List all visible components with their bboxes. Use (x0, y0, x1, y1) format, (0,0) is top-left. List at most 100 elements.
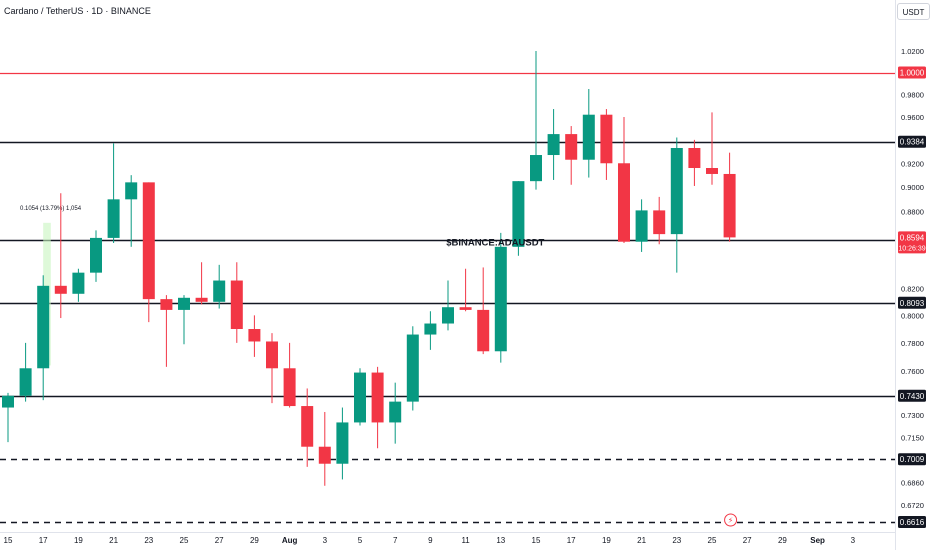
time-tick-label: 27 (743, 536, 752, 545)
candle-body (706, 168, 718, 174)
time-tick-label: 25 (708, 536, 717, 545)
price-tick-label: 0.9800 (901, 91, 924, 100)
level-price-label: 0.6616 (900, 518, 925, 527)
event-marker-symbol: ⚡ (728, 516, 734, 525)
candle-body (142, 182, 155, 300)
time-tick-label: 5 (358, 536, 363, 545)
candle-body (565, 134, 578, 160)
symbol-annotation: $BINANCE:ADAUSDT (446, 238, 544, 249)
candle-body (582, 114, 595, 160)
price-tick-label: 0.8000 (901, 311, 924, 320)
candle-body (72, 272, 85, 294)
candle-body (266, 341, 278, 369)
level-price-tag (898, 296, 926, 309)
countdown-label: 10:26:39 (898, 245, 925, 252)
price-tick-label: 0.7800 (901, 339, 924, 348)
candle-body (336, 422, 349, 464)
candle-body (195, 297, 208, 302)
level-price-label: 0.9384 (900, 138, 925, 147)
candle-body (600, 114, 613, 164)
time-tick-label: Sep (810, 536, 825, 545)
level-price-tag (898, 389, 926, 402)
time-tick-label: Aug (282, 536, 298, 545)
candle-body (670, 147, 683, 235)
candle-body (494, 246, 507, 352)
candle-body (213, 280, 226, 302)
price-tick-label: 0.7600 (901, 367, 924, 376)
time-tick-label: 29 (778, 536, 787, 545)
candle-body (301, 406, 314, 447)
price-tick-label: 0.9000 (901, 183, 924, 192)
level-price-label: 0.7430 (900, 392, 925, 401)
time-tick-label: 13 (496, 536, 505, 545)
time-tick-label: 11 (461, 536, 470, 545)
price-tick-label: 0.6720 (901, 501, 924, 510)
level-price-label: 0.8093 (900, 299, 925, 308)
candle-body (54, 285, 67, 294)
level-price-label: 1.0000 (900, 69, 925, 78)
candle-body (371, 372, 384, 423)
candle-body (230, 280, 243, 330)
candle-body (19, 368, 32, 396)
time-tick-label: 17 (567, 536, 576, 545)
level-price-label: 0.7009 (900, 455, 925, 464)
time-tick-label: 19 (602, 536, 611, 545)
candle-body (178, 297, 190, 310)
time-tick-label: 21 (109, 536, 118, 545)
price-tick-label: 0.9600 (901, 113, 924, 122)
candle-body (459, 307, 472, 310)
level-price-tag (898, 453, 926, 466)
candle-body (354, 372, 366, 423)
time-tick-label: 7 (393, 536, 398, 545)
candle-body (37, 285, 50, 369)
candle-body (635, 210, 648, 242)
candle-body (547, 134, 560, 156)
candle-body (248, 329, 261, 342)
candle-body (125, 182, 138, 200)
time-tick-label: 21 (637, 536, 646, 545)
candle-body (530, 155, 542, 182)
current-price-tag (898, 231, 926, 254)
level-price-tag (898, 135, 926, 148)
time-tick-label: 15 (532, 536, 541, 545)
time-tick-label: 25 (180, 536, 189, 545)
candle-body (424, 323, 437, 335)
measure-label: 0.1054 (13.79%) 1,054 (20, 206, 82, 212)
time-tick-label: 3 (323, 536, 328, 545)
price-tick-label: 0.6860 (901, 479, 924, 488)
candle-body (688, 147, 701, 169)
candle-body (406, 334, 419, 402)
price-tick-label: 0.8200 (901, 284, 924, 293)
price-tick-label: 1.0200 (901, 47, 924, 56)
price-tick-label: 0.7150 (901, 434, 924, 443)
time-tick-label: 3 (851, 536, 856, 545)
time-tick-label: 9 (428, 536, 433, 545)
time-tick-label: 29 (250, 536, 259, 545)
candle-body (318, 446, 331, 464)
time-tick-label: 27 (215, 536, 224, 545)
time-tick-label: 19 (74, 536, 83, 545)
candle-body (160, 299, 173, 310)
candle-body (90, 237, 102, 273)
candle-body (477, 309, 490, 352)
level-price-tag (898, 516, 926, 528)
time-tick-label: 15 (4, 536, 13, 545)
candle-body (442, 307, 454, 324)
current-price-label: 0.8594 (900, 233, 925, 242)
candle-body (389, 401, 402, 423)
time-tick-label: 23 (144, 536, 153, 545)
candle-body (2, 395, 14, 408)
chart-title: Cardano / TetherUS · 1D · BINANCE (4, 6, 151, 16)
price-tick-label: 0.7300 (901, 411, 924, 420)
price-tick-label: 0.9200 (901, 159, 924, 168)
event-marker-icon (724, 513, 738, 527)
currency-selector-button[interactable]: USDT (897, 3, 930, 20)
time-tick-label: 23 (672, 536, 681, 545)
candle-body (107, 199, 120, 238)
candle-body (653, 210, 666, 235)
candle-body (618, 163, 630, 242)
time-tick-label: 17 (39, 536, 48, 545)
level-price-tag (898, 66, 926, 79)
